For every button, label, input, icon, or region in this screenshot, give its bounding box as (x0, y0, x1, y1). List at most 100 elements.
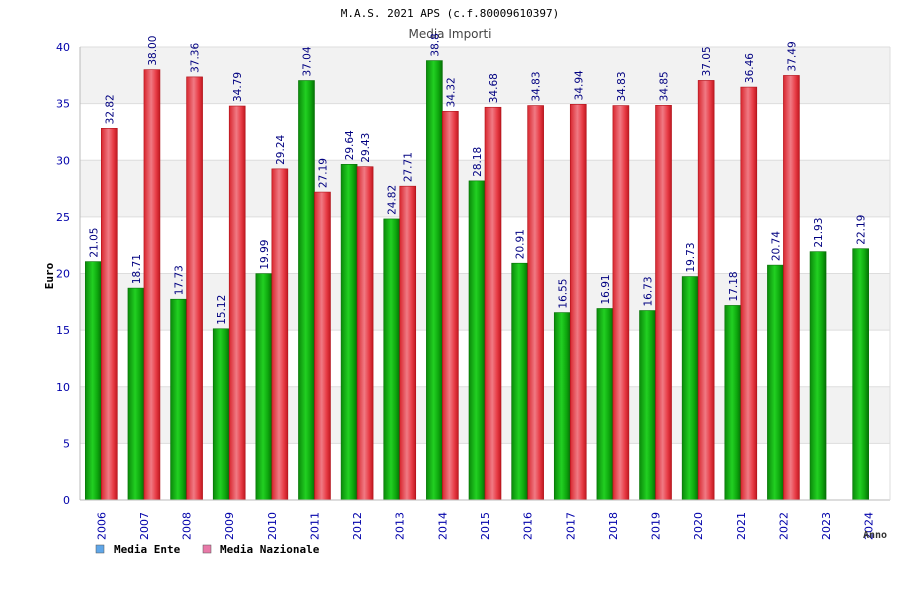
y-tick-label: 25 (56, 211, 70, 224)
data-label: 22.19 (856, 215, 868, 245)
legend-swatch-media-ente (95, 544, 105, 554)
data-label: 29.43 (360, 133, 372, 163)
data-label: 34.32 (445, 77, 457, 107)
bar-media-ente (852, 248, 869, 501)
data-label: 28.18 (472, 147, 484, 177)
x-tick-label: 2020 (692, 512, 705, 540)
bar-media-ente (724, 305, 742, 501)
bar-media-nazionale (356, 166, 374, 501)
y-tick-label: 20 (56, 268, 70, 281)
y-tick-label: 35 (56, 98, 70, 111)
legend: Media Ente Media Nazionale (95, 543, 320, 556)
y-tick-label: 0 (63, 494, 70, 507)
data-label: 21.05 (88, 228, 100, 258)
x-tick-label: 2007 (138, 512, 151, 540)
x-tick-label: 2006 (95, 512, 108, 540)
data-label: 20.74 (770, 231, 782, 261)
legend-swatch-media-nazionale (202, 544, 212, 554)
bar-media-ente (553, 312, 571, 501)
axes: 0 5 10 15 20 25 30 35 40 2006 2007 2008 2009 2010 2011… (56, 41, 891, 540)
x-tick-label: 2015 (479, 512, 492, 540)
x-tick-label: 2021 (735, 512, 748, 540)
y-tick-label: 10 (56, 381, 70, 394)
data-label: 34.68 (488, 73, 500, 103)
x-tick-label: 2023 (820, 512, 833, 540)
bar-media-nazionale (783, 75, 800, 501)
y-tick-label: 30 (56, 154, 70, 167)
data-label: 37.36 (190, 43, 202, 73)
data-label: 37.49 (786, 41, 798, 71)
data-label: 19.73 (685, 242, 697, 272)
data-label: 34.79 (232, 72, 244, 102)
bar-media-ente (255, 273, 273, 501)
bar-media-ente (170, 298, 187, 501)
x-tick-label: 2008 (181, 512, 194, 540)
x-tick-label: 2011 (308, 512, 321, 540)
bar-media-ente (340, 164, 358, 501)
bar-media-nazionale (314, 191, 331, 501)
chart-subtitle: Media Importi (408, 27, 491, 41)
x-tick-label: 2010 (266, 512, 279, 540)
data-label: 27.19 (317, 158, 329, 188)
bar-media-ente (596, 308, 614, 501)
data-labels: 21.05 32.82 18.71 38.00 17.73 37.36 15.12 34.79… (88, 33, 867, 325)
bar-media-ente (212, 328, 230, 501)
bar-media-nazionale (143, 69, 161, 501)
x-tick-label: 2014 (436, 512, 449, 540)
bar-media-ente (383, 218, 401, 501)
bar-media-nazionale (612, 105, 630, 501)
data-label: 15.12 (216, 295, 228, 325)
data-label: 36.46 (744, 53, 756, 83)
bar-media-ente (298, 80, 315, 501)
x-tick-label: 2018 (607, 512, 620, 540)
bar-media-nazionale (740, 86, 758, 501)
data-label: 17.73 (174, 265, 186, 295)
bar-media-ente (681, 276, 699, 501)
bar-media-nazionale (101, 128, 118, 501)
bar-media-nazionale (186, 76, 203, 501)
bar-media-ente (426, 60, 443, 501)
y-tick-label: 5 (63, 437, 70, 450)
data-label: 20.91 (515, 229, 527, 259)
bar-media-nazionale (569, 104, 587, 501)
bar-media-nazionale (271, 168, 289, 501)
data-label: 16.73 (643, 276, 655, 306)
data-label: 18.71 (131, 254, 143, 284)
y-axis-label: Euro (43, 262, 56, 289)
bar-media-ente (468, 180, 486, 501)
y-tick-label: 40 (56, 41, 70, 54)
x-tick-label: 2022 (777, 512, 790, 540)
data-label: 38.8 (429, 33, 441, 56)
bar-media-ente (809, 251, 827, 501)
bar-media-ente (85, 261, 102, 501)
bar-media-nazionale (399, 185, 417, 501)
bar-media-nazionale (228, 105, 246, 501)
data-label: 32.82 (104, 94, 116, 124)
x-tick-label: 2024 (863, 512, 876, 540)
bar-media-nazionale (484, 106, 502, 501)
data-label: 34.94 (573, 70, 585, 100)
bar-media-nazionale (527, 105, 544, 501)
data-label: 34.83 (531, 71, 543, 101)
data-label: 19.99 (259, 240, 271, 270)
data-label: 29.24 (275, 134, 287, 164)
x-tick-label: 2016 (522, 512, 535, 540)
data-label: 16.91 (600, 274, 612, 304)
data-label: 21.93 (813, 218, 825, 248)
x-tick-label: 2013 (394, 512, 407, 540)
data-label: 38.00 (147, 36, 159, 66)
bar-media-ente (127, 287, 145, 501)
data-label: 16.55 (557, 279, 569, 309)
x-tick-label: 2017 (564, 512, 577, 540)
bar-media-nazionale (697, 80, 715, 501)
data-label: 24.82 (387, 185, 399, 215)
chart-title: M.A.S. 2021 APS (c.f.80009610397) (341, 7, 560, 20)
data-label: 29.64 (344, 130, 356, 160)
legend-label-media-nazionale: Media Nazionale (220, 543, 320, 556)
x-tick-label: 2019 (650, 512, 663, 540)
y-tick-label: 15 (56, 324, 70, 337)
bar-media-nazionale (442, 111, 459, 501)
x-tick-label: 2009 (223, 512, 236, 540)
